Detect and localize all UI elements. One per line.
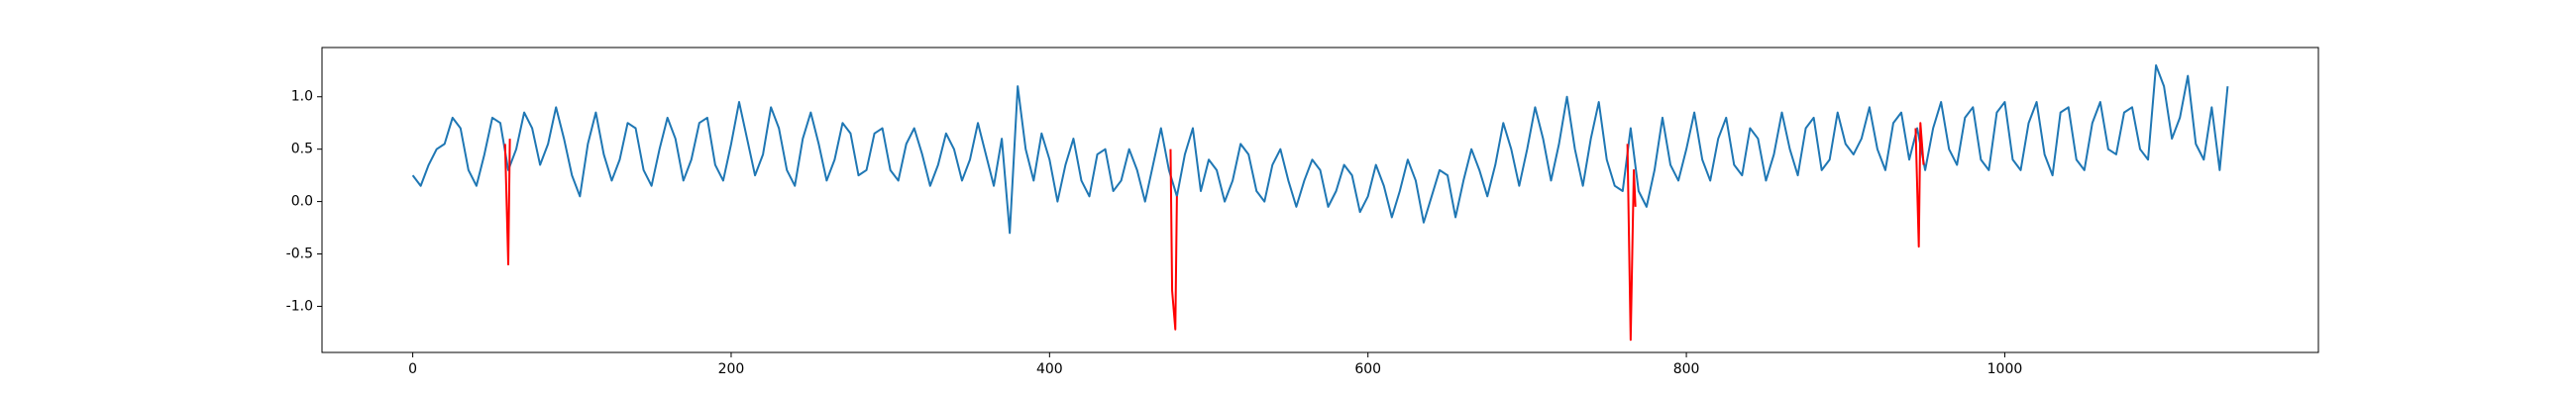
x-tick-label: 400	[1036, 361, 1063, 377]
data-line	[1169, 148, 1178, 331]
data-line	[411, 63, 2229, 235]
y-tick-label: -1.0	[286, 298, 313, 314]
x-tick-label: 800	[1673, 361, 1700, 377]
plot-frame	[321, 47, 2319, 353]
x-tick-label: 1000	[1987, 361, 2023, 377]
x-tick-label: 200	[718, 361, 745, 377]
x-tick-label: 600	[1354, 361, 1381, 377]
data-line	[1914, 122, 1925, 248]
y-tick-label: 1.0	[291, 89, 313, 105]
data-line	[503, 139, 511, 266]
data-line	[1626, 144, 1637, 342]
x-tick-label: 0	[408, 361, 417, 377]
y-tick-label: 0.0	[291, 194, 313, 210]
y-tick-label: 0.5	[291, 142, 313, 157]
y-tick-label: -0.5	[286, 247, 313, 262]
